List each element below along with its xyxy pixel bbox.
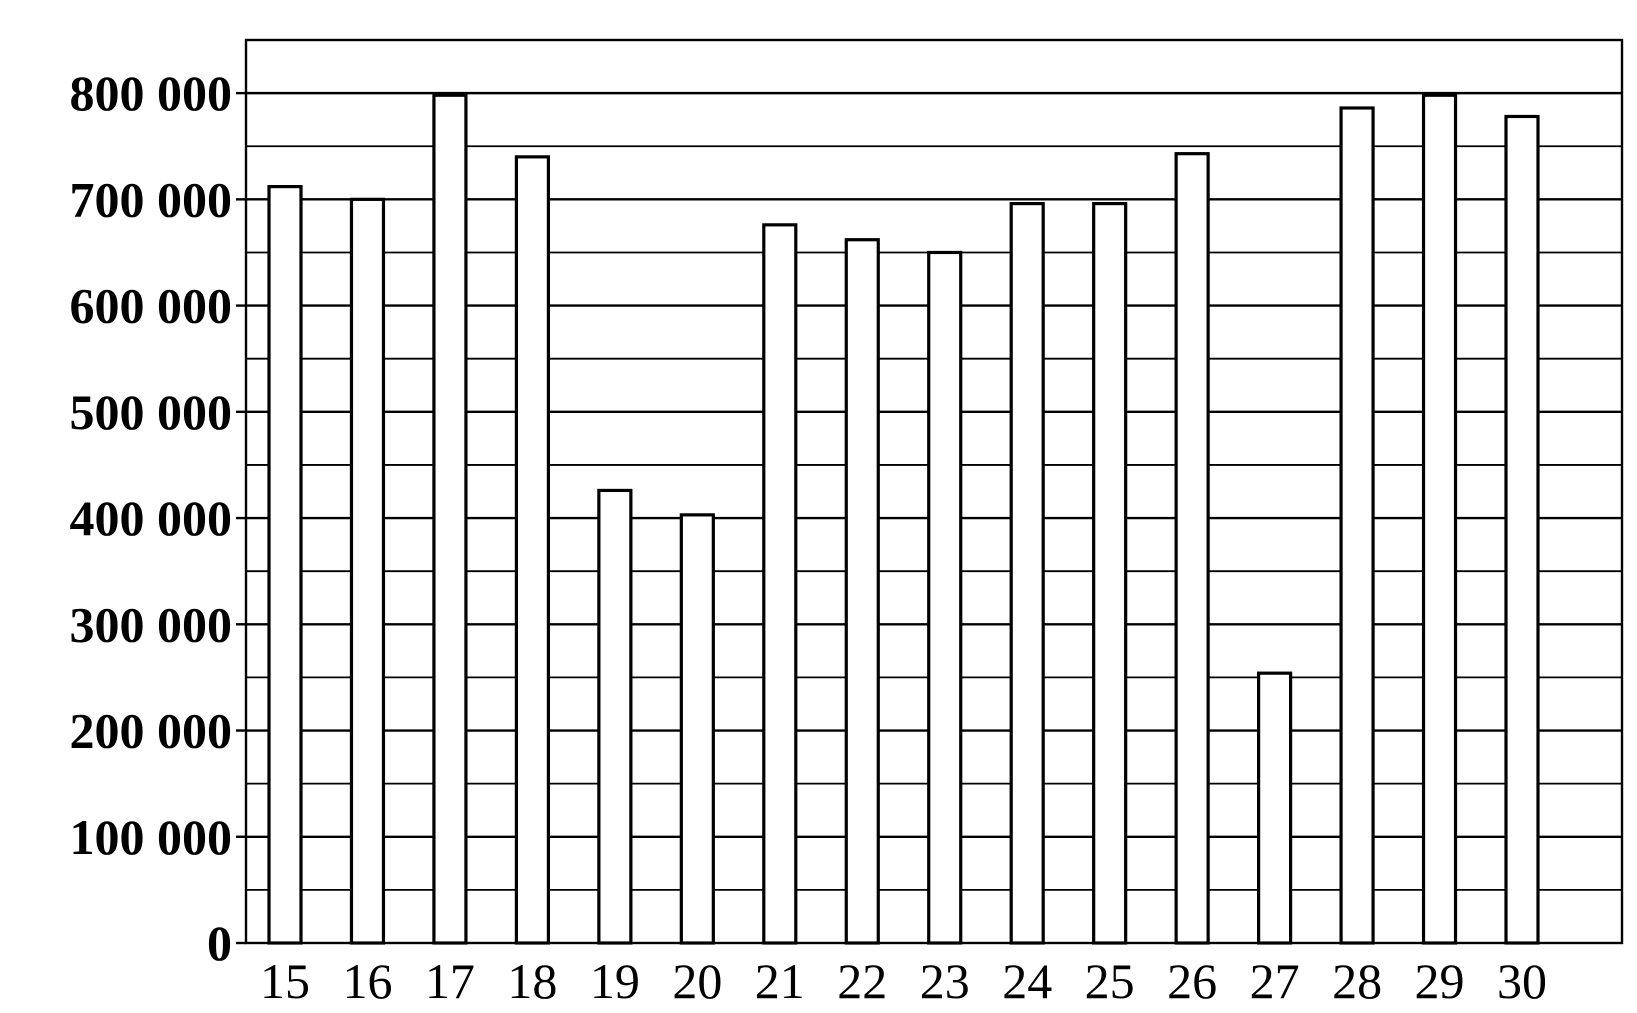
bar-26 — [1174, 152, 1210, 945]
x-tick-label: 16 — [342, 953, 392, 1009]
x-tick-label: 27 — [1250, 953, 1300, 1009]
y-tick-label: 600 000 — [70, 278, 233, 334]
x-tick-labels: 15 16 17 18 19 20 21 22 23 24 25 26 27 28 29 30 — [260, 953, 1547, 1009]
bar-15 — [267, 185, 303, 945]
x-tick-label: 28 — [1332, 953, 1382, 1009]
bar-22 — [844, 238, 880, 945]
y-tick-label: 700 000 — [70, 171, 233, 227]
bar-16 — [349, 197, 386, 945]
x-tick-label: 22 — [837, 953, 887, 1009]
x-tick-label: 18 — [507, 953, 557, 1009]
y-tick-label: 200 000 — [70, 703, 233, 759]
bar-19 — [597, 488, 633, 945]
bar-27 — [1256, 671, 1293, 945]
bar-21 — [762, 223, 798, 945]
x-tick-label: 26 — [1167, 953, 1217, 1009]
bar-20 — [679, 513, 715, 945]
x-tick-label: 30 — [1497, 953, 1547, 1009]
bar-30 — [1504, 114, 1540, 945]
y-tick-labels: 0 100 000 200 000 300 000 400 000 500 000 600 … — [70, 65, 233, 971]
y-tick-label: 400 000 — [70, 490, 233, 546]
x-tick-label: 19 — [590, 953, 640, 1009]
y-tick-label: 100 000 — [70, 809, 233, 865]
x-tick-label: 20 — [672, 953, 722, 1009]
bar-18 — [514, 155, 551, 945]
bar-29 — [1421, 93, 1458, 945]
x-tick-label: 25 — [1085, 953, 1135, 1009]
plot-frame — [244, 38, 1624, 945]
bar-17 — [432, 93, 468, 945]
x-tick-label: 15 — [260, 953, 310, 1009]
bar-28 — [1339, 106, 1375, 945]
y-tick-label: 500 000 — [70, 384, 233, 440]
x-tick-label: 21 — [755, 953, 805, 1009]
bar-23 — [927, 250, 963, 945]
y-tick-label: 0 — [207, 915, 232, 971]
bar-25 — [1092, 202, 1128, 945]
bar-24 — [1009, 202, 1045, 945]
x-tick-label: 29 — [1415, 953, 1465, 1009]
y-tick-label: 300 000 — [70, 596, 233, 652]
x-tick-label: 17 — [425, 953, 475, 1009]
x-tick-label: 24 — [1002, 953, 1052, 1009]
x-tick-label: 23 — [920, 953, 970, 1009]
axes — [236, 38, 1624, 945]
y-tick-label: 800 000 — [70, 65, 233, 121]
